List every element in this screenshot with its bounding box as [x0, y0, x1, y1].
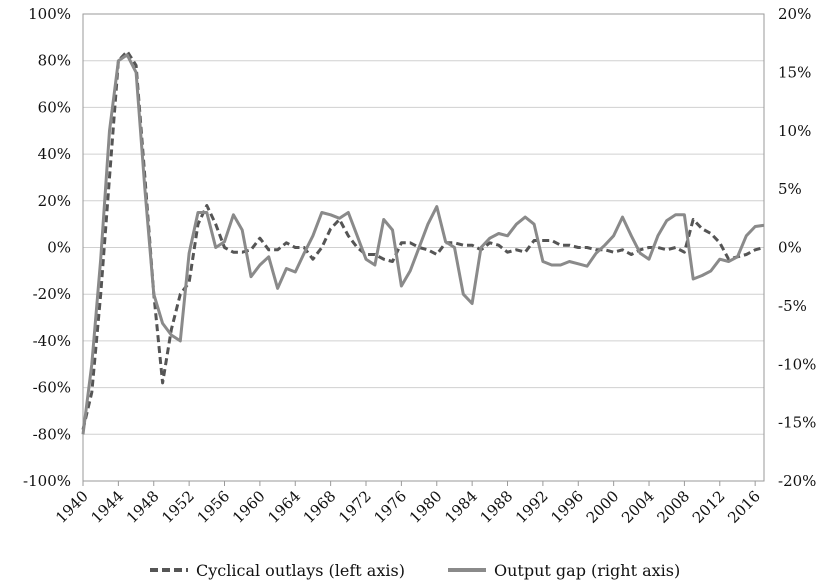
right-tick-label: -10%: [778, 355, 816, 373]
right-tick-label: 0%: [778, 239, 802, 257]
x-tick-label: 1976: [370, 487, 410, 527]
left-tick-label: 20%: [38, 192, 71, 210]
x-tick-label: 1960: [229, 487, 269, 527]
left-tick-label: -100%: [23, 472, 71, 490]
legend-label-output-gap: Output gap (right axis): [494, 560, 681, 580]
x-tick-label: 2016: [724, 487, 764, 527]
right-tick-label: 20%: [778, 5, 811, 23]
right-tick-label: -20%: [778, 472, 816, 490]
right-tick-label: -15%: [778, 414, 816, 432]
legend-item-output-gap: Output gap (right axis): [448, 556, 680, 584]
x-tick-label: 1948: [123, 487, 163, 527]
left-tick-label: 80%: [38, 52, 71, 70]
right-axis: 20% 15% 10% 5% 0% -5% -10% -15% -20%: [778, 5, 816, 490]
left-tick-label: 100%: [28, 5, 71, 23]
left-tick-label: 40%: [38, 145, 71, 163]
series-layer: [81, 49, 765, 435]
series-line-cyclical-outlays: [81, 49, 765, 430]
series-line-output-gap: [81, 53, 765, 435]
x-tick-label: 2008: [654, 487, 694, 527]
left-axis: 100% 80% 60% 40% 20% 0% -20% -40% -60% -80% -100%: [23, 5, 71, 490]
x-tick-label: 1980: [406, 487, 446, 527]
right-tick-label: -5%: [778, 297, 807, 315]
left-tick-label: -20%: [33, 285, 71, 303]
chart-svg: 100%80%60%40%20%0%-20%-40%-60%-80%-100% …: [23, 5, 816, 527]
x-axis: 1940194419481952195619601964196819721976…: [52, 481, 764, 527]
x-tick-label: 1952: [158, 487, 198, 527]
legend: Cyclical outlays (left axis) Output gap …: [0, 556, 830, 584]
x-tick-label: 2004: [618, 487, 658, 527]
right-tick-label: 5%: [778, 180, 802, 198]
x-tick-label: 1972: [335, 487, 375, 527]
x-tick-label: 1968: [300, 487, 340, 527]
x-tick-label: 1956: [194, 487, 234, 527]
left-tick-label: -80%: [33, 425, 71, 443]
left-tick-label: 60%: [38, 98, 71, 116]
right-tick-label: 10%: [778, 122, 811, 140]
left-tick-label: -40%: [33, 332, 71, 350]
x-tick-label: 1984: [441, 487, 481, 527]
x-tick-label: 1940: [52, 487, 92, 527]
x-tick-label: 1988: [477, 487, 517, 527]
left-tick-label: 0%: [47, 239, 71, 257]
dashed-line-swatch-icon: [150, 568, 188, 572]
left-tick-label: -60%: [33, 379, 71, 397]
plot-frame: [82, 13, 765, 482]
right-tick-label: 15%: [778, 63, 811, 81]
x-tick-label: 2012: [689, 487, 729, 527]
x-tick-label: 1944: [87, 487, 127, 527]
x-tick-label: 1996: [547, 487, 587, 527]
legend-label-cyclical-outlays: Cyclical outlays (left axis): [196, 560, 405, 580]
solid-line-swatch-icon: [448, 568, 486, 572]
x-tick-label: 1964: [264, 487, 304, 527]
x-tick-label: 2000: [583, 487, 623, 527]
x-tick-label: 1992: [512, 487, 552, 527]
legend-item-cyclical-outlays: Cyclical outlays (left axis): [150, 556, 405, 584]
